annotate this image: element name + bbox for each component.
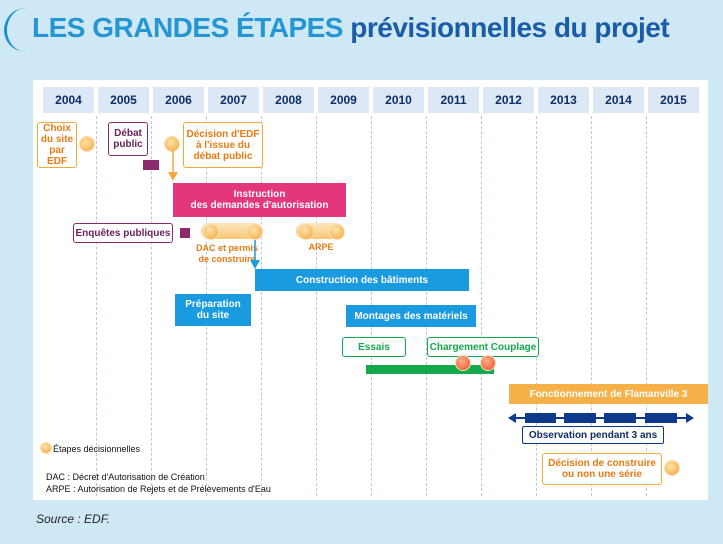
choix-site-box: Choix du site par EDF [37, 122, 77, 168]
gridline [261, 116, 262, 496]
gridline [96, 116, 97, 496]
decision-serie-box: Décision de construire ou non une série [542, 453, 662, 485]
debat-public-marker [143, 160, 159, 170]
title-part2: prévisionnelles du projet [350, 12, 670, 43]
milestone-circle [329, 224, 345, 240]
gridline [316, 116, 317, 496]
gridline [151, 116, 152, 496]
observation-arrow [508, 413, 694, 423]
year-2006: 2006 [153, 87, 204, 113]
year-2013: 2013 [538, 87, 589, 113]
milestone-circle [247, 224, 263, 240]
source-note: Source : EDF. [36, 512, 110, 526]
page-title: LES GRANDES ÉTAPES prévisionnelles du pr… [32, 12, 670, 44]
enquetes-publiques-box: Enquêtes publiques [73, 223, 173, 243]
milestone-circle-red [480, 355, 496, 371]
year-2009: 2009 [318, 87, 369, 113]
milestone-circle [79, 136, 95, 152]
year-2010: 2010 [373, 87, 424, 113]
instruction-bar: Instruction des demandes d'autorisation [173, 183, 346, 217]
decision-edf-box: Décision d'EDF à l'issue du débat public [183, 122, 263, 168]
gridline [646, 116, 647, 496]
year-2005: 2005 [98, 87, 149, 113]
milestone-circle [664, 460, 680, 476]
year-2004: 2004 [43, 87, 94, 113]
year-2012: 2012 [483, 87, 534, 113]
arrow-down-icon [168, 150, 178, 181]
construction-bar: Construction des bâtiments [255, 269, 469, 291]
enquetes-marker [180, 228, 190, 238]
title-part1: LES GRANDES ÉTAPES [32, 12, 343, 43]
legend-etapes: Étapes décisionnelles [53, 444, 141, 454]
year-2014: 2014 [593, 87, 644, 113]
gridline [536, 116, 537, 496]
legend-circle [40, 442, 52, 454]
year-2008: 2008 [263, 87, 314, 113]
gridline [481, 116, 482, 496]
fonctionnement-bar: Fonctionnement de Flamanville 3 [509, 384, 708, 404]
montages-bar: Montages des matériels [346, 305, 476, 327]
legend-arpe: ARPE : Autorisation de Rejets et de Prél… [46, 484, 271, 494]
essais-green-bar [366, 365, 494, 374]
title-bracket [4, 8, 29, 52]
preparation-bar: Préparation du site [175, 294, 251, 326]
timeline-panel: 2004 2005 2006 2007 2008 2009 2010 2011 … [33, 80, 708, 500]
milestone-circle [203, 224, 219, 240]
gridline [591, 116, 592, 496]
year-2015: 2015 [648, 87, 699, 113]
observation-box: Observation pendant 3 ans [522, 426, 664, 444]
arpe-label: ARPE [308, 242, 334, 252]
chargement-couplage-box: Chargement Couplage [427, 337, 539, 357]
essais-box: Essais [342, 337, 406, 357]
milestone-circle-red [455, 355, 471, 371]
year-2007: 2007 [208, 87, 259, 113]
legend-dac: DAC : Décret d'Autorisation de Création [46, 472, 205, 482]
milestone-circle [298, 224, 314, 240]
arrow-down-icon [250, 240, 260, 269]
milestone-circle [164, 136, 180, 152]
dac-label: DAC et permis de construire [195, 243, 258, 264]
debat-public-box: Débat public [108, 122, 148, 156]
year-2011: 2011 [428, 87, 479, 113]
